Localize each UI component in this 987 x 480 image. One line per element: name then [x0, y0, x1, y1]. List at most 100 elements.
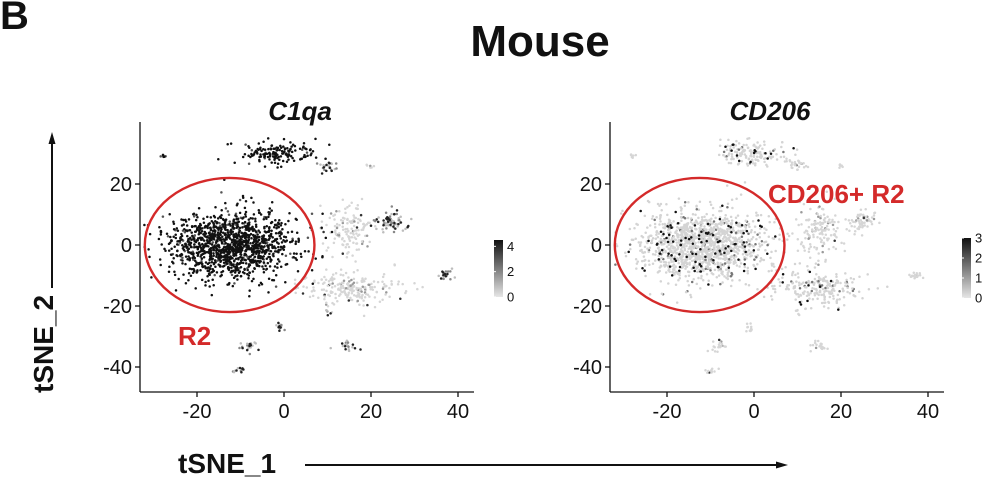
cell-point: [390, 283, 393, 286]
cell-point: [828, 284, 832, 288]
cell-point: [678, 265, 682, 269]
cell-point: [718, 209, 721, 213]
cell-point: [791, 282, 794, 285]
cell-point: [355, 226, 359, 229]
cell-point: [853, 232, 856, 236]
cell-point: [210, 293, 214, 297]
cell-point: [735, 197, 738, 201]
cell-point: [267, 147, 270, 151]
cell-point: [278, 148, 281, 152]
cell-point: [211, 268, 215, 271]
cell-point: [759, 257, 763, 260]
cell-point: [208, 252, 212, 256]
cell-point: [211, 246, 214, 249]
cell-point: [317, 296, 320, 300]
cell-point: [665, 203, 668, 206]
cell-point: [244, 239, 247, 242]
cell-point: [263, 249, 267, 253]
cell-point: [319, 163, 322, 166]
cell-point: [172, 220, 175, 223]
cell-point: [719, 261, 722, 265]
cell-point: [646, 226, 649, 229]
cell-point: [203, 234, 206, 237]
cell-point: [687, 247, 690, 251]
cell-point: [719, 138, 722, 142]
cell-point: [208, 239, 212, 243]
cell-point: [331, 255, 334, 259]
cell-point: [713, 350, 717, 353]
cell-point: [814, 262, 818, 265]
cell-point: [755, 155, 759, 159]
cell-point: [382, 219, 385, 222]
cell-point: [847, 219, 851, 222]
cell-point: [778, 233, 781, 237]
cell-point: [819, 227, 823, 231]
cell-point: [726, 205, 729, 209]
cell-point: [718, 341, 722, 344]
cell-point: [203, 249, 206, 253]
cell-point: [248, 146, 251, 149]
cell-point: [187, 255, 190, 258]
cell-point: [344, 207, 347, 211]
cell-point: [147, 248, 150, 251]
cell-point: [699, 287, 702, 290]
cell-point: [754, 242, 757, 246]
cell-point: [832, 297, 835, 300]
cell-point: [737, 245, 741, 248]
cell-point: [694, 260, 697, 264]
cell-point: [808, 242, 812, 246]
cell-point: [673, 268, 676, 272]
cell-point: [716, 226, 719, 230]
cell-point: [317, 281, 320, 285]
cell-point: [659, 265, 663, 268]
cell-point: [236, 202, 239, 206]
cell-point: [397, 280, 400, 283]
cell-point: [685, 228, 688, 232]
cell-point: [849, 276, 853, 280]
cell-point: [382, 223, 385, 227]
cell-point: [744, 283, 748, 286]
cell-point: [679, 248, 683, 251]
cell-point: [814, 346, 818, 350]
cell-point: [282, 244, 286, 248]
cell-point: [259, 146, 262, 150]
cell-point: [249, 343, 253, 347]
cell-point: [289, 147, 292, 151]
cell-point: [350, 291, 354, 295]
cell-point: [845, 227, 848, 231]
cell-point: [699, 265, 703, 268]
cell-point: [756, 254, 759, 257]
cell-point: [641, 235, 645, 239]
x-tick-label: 20: [360, 401, 382, 423]
cell-point: [787, 234, 791, 238]
cell-point: [175, 227, 179, 230]
cell-point: [326, 284, 330, 287]
cell-point: [390, 212, 393, 216]
cell-point: [682, 230, 685, 233]
cell-point: [294, 240, 298, 243]
cell-point: [655, 230, 659, 233]
cell-point: [712, 220, 716, 223]
cell-point: [210, 260, 214, 264]
cell-point: [192, 255, 195, 259]
cell-point: [273, 250, 277, 253]
cell-point: [680, 226, 684, 229]
cell-point: [711, 249, 715, 253]
cell-point: [181, 256, 184, 259]
cell-point: [393, 263, 396, 266]
cell-point: [796, 249, 800, 252]
cell-point: [647, 236, 650, 240]
cell-point: [860, 234, 864, 237]
cell-point: [845, 278, 848, 282]
cell-point: [770, 294, 773, 298]
cell-point: [446, 270, 450, 273]
cell-point: [794, 309, 798, 313]
cell-point: [300, 255, 303, 259]
cell-point: [197, 251, 201, 254]
cell-point: [233, 248, 236, 251]
cell-point: [658, 204, 661, 207]
cell-point: [226, 252, 230, 256]
cell-point: [770, 250, 773, 254]
cell-point: [852, 220, 855, 224]
cell-point: [684, 225, 687, 229]
